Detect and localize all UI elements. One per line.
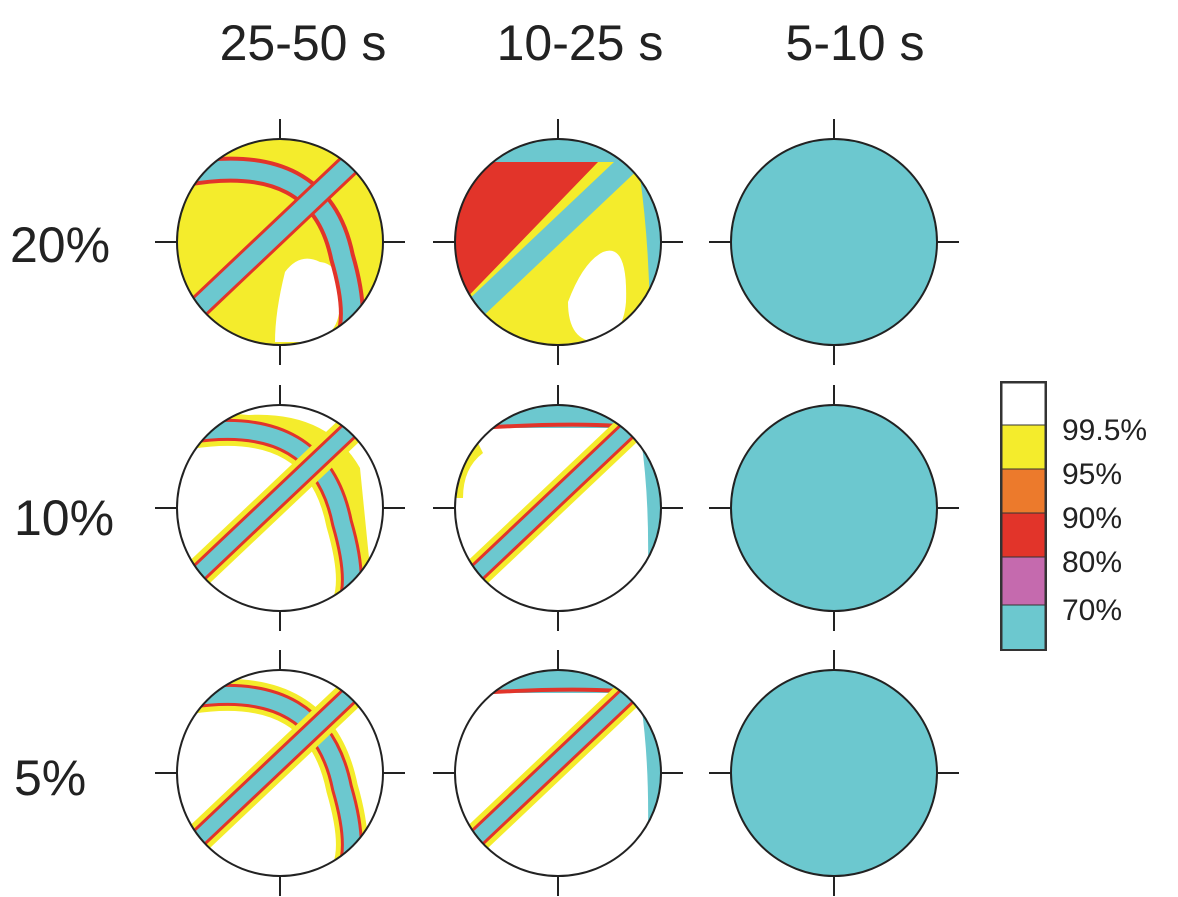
legend-frame bbox=[1000, 381, 1047, 651]
beachball-r2-c1 bbox=[155, 385, 405, 631]
legend-label-80: 80% bbox=[1062, 546, 1122, 579]
legend-swatches bbox=[1001, 382, 1046, 651]
beachball-r2-c3 bbox=[709, 385, 959, 631]
beachball-r1-c3 bbox=[709, 119, 959, 365]
column-label-2: 10-25 s bbox=[497, 15, 664, 71]
full-cyan-fill bbox=[731, 670, 937, 876]
beachball-r3-c3 bbox=[709, 650, 959, 896]
beachball-grid bbox=[155, 119, 959, 896]
legend-swatch-1 bbox=[1001, 382, 1046, 426]
diag-core bbox=[458, 687, 635, 857]
diag-core bbox=[455, 154, 638, 328]
beachball-fill bbox=[731, 139, 937, 345]
beachball-outline bbox=[176, 669, 384, 877]
row-label-3: 5% bbox=[14, 750, 86, 806]
beachball-outline bbox=[176, 138, 384, 346]
legend-swatch-3 bbox=[1001, 468, 1046, 514]
legend-label-90: 90% bbox=[1062, 502, 1122, 535]
row-label-2: 10% bbox=[14, 490, 114, 546]
left-yellow-edge bbox=[455, 443, 483, 498]
beachball-r3-c1 bbox=[155, 650, 405, 896]
row-label-1: 20% bbox=[10, 217, 110, 273]
beachball-fill bbox=[455, 405, 661, 611]
beachball-fill bbox=[177, 670, 383, 876]
arc-core bbox=[188, 421, 360, 607]
beachball-outline bbox=[454, 138, 662, 346]
beachball-r1-c2 bbox=[433, 119, 683, 365]
beachball-outline bbox=[454, 669, 662, 877]
beachball-fill bbox=[177, 405, 383, 611]
red-region bbox=[455, 139, 661, 312]
arc-core bbox=[188, 686, 360, 872]
column-label-1: 25-50 s bbox=[220, 15, 387, 71]
beachball-outline bbox=[176, 404, 384, 612]
legend-swatch-5 bbox=[1001, 556, 1046, 606]
diag-core bbox=[458, 422, 635, 592]
beachball-fill bbox=[731, 670, 937, 876]
diag-core bbox=[180, 687, 357, 857]
legend-swatch-4 bbox=[1001, 512, 1046, 558]
beachball-fill bbox=[455, 670, 661, 876]
right-edge-band bbox=[638, 160, 661, 333]
legend-swatch-2 bbox=[1001, 424, 1046, 470]
legend-label-70: 70% bbox=[1062, 594, 1122, 627]
beachball-outline bbox=[730, 404, 938, 612]
arc-core bbox=[183, 160, 361, 342]
diag-core bbox=[180, 422, 357, 592]
beachball-fill bbox=[455, 139, 661, 345]
legend-label-95: 95% bbox=[1062, 458, 1122, 491]
beachball-outline bbox=[730, 138, 938, 346]
legend-label-99-5: 99.5% bbox=[1062, 414, 1147, 447]
white-region bbox=[568, 250, 627, 342]
diag-core bbox=[178, 155, 359, 327]
beachball-r3-c2 bbox=[433, 650, 683, 896]
beachball-outline bbox=[730, 669, 938, 877]
beachball-fill bbox=[731, 405, 937, 611]
beachball-r1-c1 bbox=[155, 119, 405, 365]
full-cyan-fill bbox=[731, 139, 937, 345]
beachball-r2-c2 bbox=[433, 385, 683, 631]
beachball-fill bbox=[177, 139, 383, 345]
white-region bbox=[275, 258, 341, 342]
column-label-3: 5-10 s bbox=[786, 15, 925, 71]
full-cyan-fill bbox=[731, 405, 937, 611]
legend-swatch-6 bbox=[1001, 604, 1046, 651]
beachball-outline bbox=[454, 404, 662, 612]
legend: 99.5% 95% 90% 80% 70% bbox=[1000, 381, 1147, 651]
